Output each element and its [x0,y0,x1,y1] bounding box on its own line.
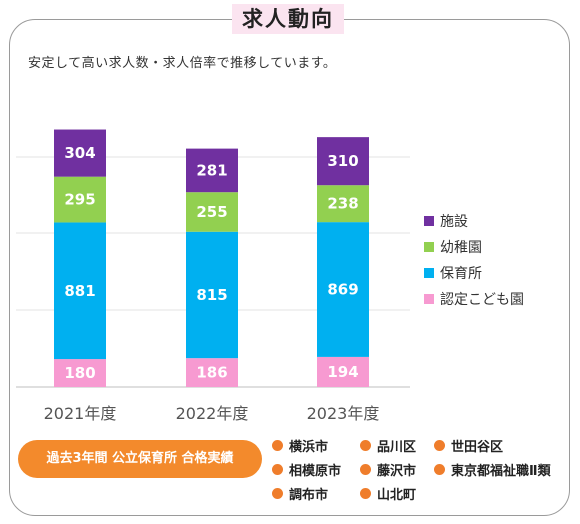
city-name: 山北町 [377,488,417,503]
city-item: 山北町 [360,484,416,503]
legend-item: 幼稚園 [424,234,524,260]
legend-swatch [424,242,434,252]
legend-item: 保育所 [424,260,524,286]
city-item: 品川区 [360,436,416,455]
bar-segment [54,176,106,223]
bullet-dot-icon [434,440,445,451]
data-label: 304 [64,144,95,162]
bullet-dot-icon [272,488,283,499]
page-title: 求人動向 [232,4,344,34]
city-name: 横浜市 [289,440,329,455]
bar-segment [186,231,238,359]
data-label: 255 [196,203,227,221]
bar-segment [54,222,106,360]
pass-record-badge: 過去3年間 公立保育所 合格実績 [18,440,262,478]
x-tick-label: 2023年度 [307,404,380,423]
bar-segment [317,137,369,186]
chart-legend: 施設幼稚園保育所認定こども園 [424,208,524,312]
bar-segment [186,148,238,193]
data-label: 869 [327,281,358,299]
legend-swatch [424,268,434,278]
x-tick-label: 2022年度 [176,404,249,423]
bar-segment [54,129,106,177]
bullet-dot-icon [360,464,371,475]
bar-labels: 180 881 295 304 186 815 255 281 194 869 238 310 [64,144,358,382]
legend-swatch [424,216,434,226]
chart-subtitle: 安定して高い求人数・求人倍率で推移しています。 [28,56,337,71]
legend-item: 認定こども園 [424,286,524,312]
city-item: 横浜市 [272,436,328,455]
city-item: 東京都福祉職Ⅱ類 [434,460,551,479]
data-label: 295 [64,191,95,209]
city-name: 調布市 [289,488,329,503]
bar-segment [54,359,106,387]
bullet-dot-icon [272,440,283,451]
bar-segment [317,222,369,357]
bullet-dot-icon [360,488,371,499]
city-item: 相模原市 [272,460,341,479]
legend-item: 施設 [424,208,524,234]
bar-segment [317,185,369,223]
bullet-dot-icon [272,464,283,475]
x-tick-label: 2021年度 [44,404,117,423]
bar-segment [186,192,238,232]
bar-segment [317,356,369,387]
city-name: 品川区 [377,440,417,455]
city-item: 調布市 [272,484,328,503]
legend-label: 保育所 [440,266,482,282]
data-label: 281 [196,161,227,179]
data-label: 194 [327,363,358,381]
data-label: 815 [196,286,227,304]
bullet-dot-icon [360,440,371,451]
data-label: 186 [196,364,227,382]
city-name: 東京都福祉職Ⅱ類 [451,464,551,479]
data-label: 310 [327,152,358,170]
legend-label: 幼稚園 [440,240,482,256]
city-name: 世田谷区 [451,440,504,455]
x-axis-ticks: 2021年度 2022年度 2023年度 [44,404,380,423]
data-label: 881 [64,282,95,300]
bullet-dot-icon [434,464,445,475]
data-label: 238 [327,195,358,213]
city-item: 藤沢市 [360,460,416,479]
bar-segment [186,358,238,387]
city-item: 世田谷区 [434,436,503,455]
data-label: 180 [64,364,95,382]
legend-label: 認定こども園 [440,292,524,308]
bars [54,129,369,387]
legend-swatch [424,294,434,304]
city-name: 藤沢市 [377,464,417,479]
legend-label: 施設 [440,214,468,230]
city-name: 相模原市 [289,464,342,479]
